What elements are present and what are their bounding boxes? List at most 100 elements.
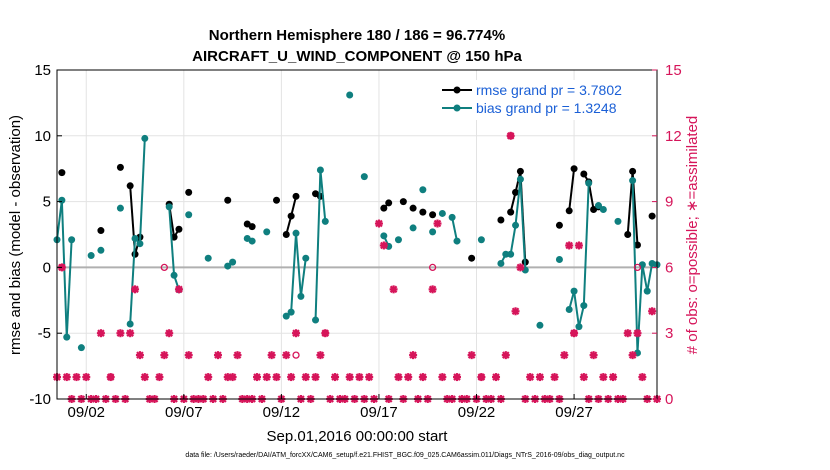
y-tick-label: -10: [29, 391, 51, 408]
bias-segment: [299, 258, 307, 297]
rmse-point: [175, 225, 183, 233]
bias-segment: [56, 200, 63, 240]
rmse-point: [507, 208, 515, 216]
obs-assimilated-marker: [433, 219, 442, 228]
obs-assimilated-marker: [62, 373, 71, 382]
bias-segment: [582, 183, 590, 306]
x-tick-label: 09/27: [555, 404, 593, 421]
obs-assimilated-marker: [560, 351, 569, 360]
bias-point: [570, 287, 578, 295]
bias-segment: [290, 233, 298, 313]
bias-segment: [636, 264, 644, 353]
rmse-point: [468, 254, 476, 262]
y2-tick-label: 12: [665, 128, 682, 145]
chart-title: Northern Hemisphere 180 / 186 = 96.774%: [209, 27, 505, 44]
bias-point: [599, 205, 607, 213]
obs-assimilated-marker: [345, 373, 354, 382]
obs-assimilated-marker: [365, 373, 374, 382]
obs-assimilated-marker: [116, 329, 125, 338]
bias-point: [58, 196, 66, 204]
bias-point: [321, 217, 329, 225]
obs-assimilated-marker: [492, 373, 501, 382]
obs-assimilated-marker: [316, 351, 325, 360]
bias-point: [346, 91, 354, 99]
rmse-point: [224, 196, 232, 204]
bias-point: [580, 302, 588, 310]
bias-point: [502, 250, 510, 258]
bias-segment: [509, 225, 517, 255]
rmse-point: [287, 212, 295, 220]
left-axis-ticks: -10 -5 0 5 10 15: [29, 62, 62, 408]
y2-tick-label: 0: [665, 391, 673, 408]
bias-point: [594, 202, 602, 210]
rmse-point: [516, 167, 524, 175]
rmse-point: [419, 208, 427, 216]
obs-assimilated-marker: [409, 351, 418, 360]
obs-assimilated-marker: [96, 329, 105, 338]
x-tick-label: 09/12: [263, 404, 301, 421]
bias-point: [97, 246, 105, 254]
obs-assimilated-marker: [253, 373, 261, 382]
obs-assimilated-marker: [140, 373, 149, 382]
bias-point: [497, 259, 505, 267]
obs-possible-marker: [507, 132, 515, 140]
y-tick-label: 5: [43, 194, 51, 211]
rmse-point: [409, 204, 417, 212]
obs-assimilated-marker: [511, 307, 520, 316]
bias-point: [302, 254, 310, 262]
bias-point: [63, 333, 71, 341]
plot-frame: [56, 69, 658, 400]
bias-point: [507, 250, 515, 258]
bias-point: [453, 237, 461, 245]
obs-assimilated-marker: [404, 373, 413, 382]
rmse-point: [380, 204, 388, 212]
obs-assimilated-marker: [599, 373, 608, 382]
rmse-point: [570, 165, 578, 173]
obs-possible-marker: [570, 329, 578, 337]
rmse-point: [629, 167, 637, 175]
rmse-point: [58, 169, 66, 177]
bias-point: [316, 166, 324, 174]
bias-point: [77, 344, 85, 352]
obs-assimilated-marker: [262, 373, 271, 382]
y-tick-label: 10: [34, 128, 51, 145]
obs-assimilated-marker: [535, 373, 544, 382]
bias-segment: [577, 305, 585, 327]
obs-assimilated-marker: [184, 351, 193, 360]
obs-assimilated-marker: [633, 329, 642, 338]
rmse-point: [185, 188, 193, 196]
bias-point: [585, 179, 593, 187]
obs-assimilated-marker: [609, 373, 618, 382]
obs-assimilated-marker: [267, 351, 276, 360]
obs-assimilated-marker: [287, 373, 296, 382]
bias-segment: [314, 169, 322, 321]
obs-assimilated-marker: [623, 329, 632, 338]
obs-assimilated-marker: [394, 373, 403, 382]
obs-assimilated-marker: [272, 373, 281, 382]
bias-point: [126, 320, 134, 328]
y2-tick-label: 3: [665, 325, 673, 342]
obs-assimilated-marker: [638, 373, 647, 382]
obs-assimilated-marker: [589, 351, 598, 360]
y2-tick-label: 15: [665, 62, 682, 79]
y2-axis-label: # of obs: o=possible; ∗=assimilated: [684, 116, 701, 355]
obs-assimilated-marker: [282, 351, 291, 360]
obs-assimilated-marker: [213, 351, 222, 360]
bias-point: [263, 228, 271, 236]
rmse-point: [292, 192, 300, 200]
bias-segment: [138, 138, 146, 244]
obs-assimilated-marker: [311, 373, 320, 382]
bias-point: [297, 292, 305, 300]
bias-point: [136, 240, 144, 248]
bias-point: [643, 287, 651, 295]
obs-possible-marker: [292, 351, 300, 359]
obs-assimilated-marker: [467, 351, 476, 360]
obs-assimilated-marker: [135, 351, 144, 360]
obs-assimilated-marker: [526, 373, 535, 382]
obs-assimilated-marker: [126, 329, 135, 338]
obs-assimilated-marker: [628, 351, 637, 360]
rmse-point: [273, 196, 281, 204]
obs-assimilated-marker: [160, 351, 169, 360]
x-axis-ticks: 09/02 09/07 09/12 09/17 09/22 09/27: [67, 394, 593, 421]
legend-box: [436, 80, 648, 120]
